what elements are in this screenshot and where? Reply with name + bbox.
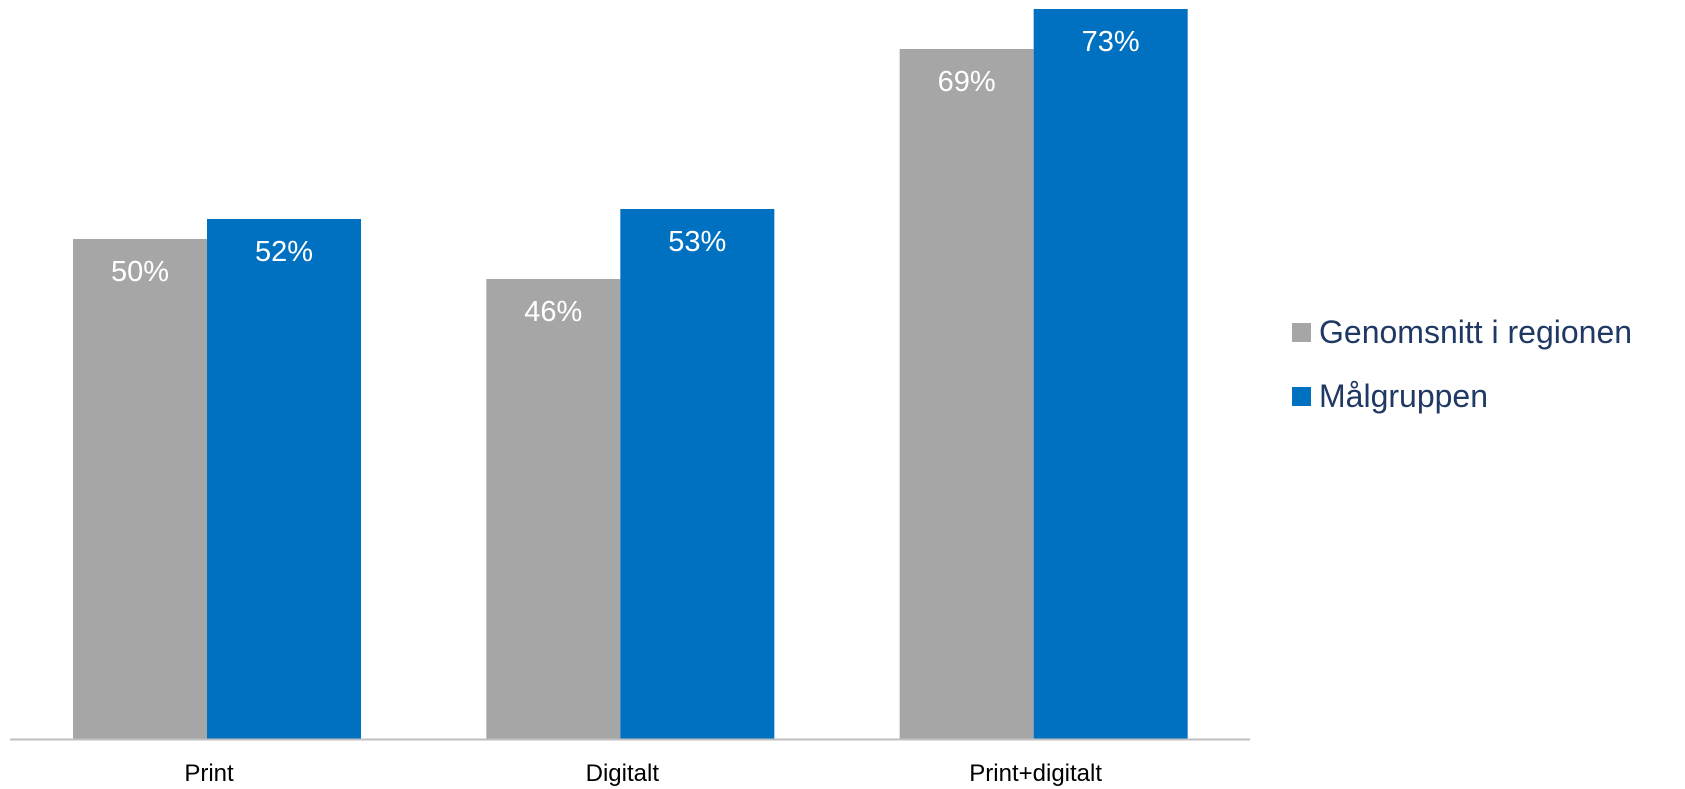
bars-group: [73, 9, 1188, 739]
legend-item-malgruppen: Målgruppen: [1292, 364, 1632, 428]
data-labels-group: 50% 52% 46% 53% 69% 73%: [111, 26, 1140, 328]
legend-swatch-genomsnitt: [1292, 322, 1311, 342]
bar-malgruppen-0: [207, 219, 361, 739]
x-tick-label-1: Digitalt: [586, 760, 660, 787]
bar-malgruppen-1: [620, 209, 775, 739]
data-label-genomsnitt-2: 69%: [938, 66, 996, 98]
bar-genomsnitt-2: [899, 49, 1034, 739]
data-label-genomsnitt-0: 50%: [111, 256, 169, 288]
legend-swatch-malgruppen: [1292, 386, 1311, 406]
legend-item-genomsnitt: Genomsnitt i regionen: [1292, 300, 1632, 364]
legend-label-genomsnitt: Genomsnitt i regionen: [1319, 313, 1633, 350]
bar-malgruppen-2: [1033, 9, 1188, 739]
data-label-malgruppen-0: 52%: [255, 236, 313, 268]
bar-genomsnitt-1: [486, 279, 621, 739]
legend: Genomsnitt i regionen Målgruppen: [1292, 300, 1632, 428]
bar-genomsnitt-0: [73, 239, 207, 739]
x-tick-labels-group: Print Digitalt Print+digitalt: [184, 760, 1102, 787]
legend-label-malgruppen: Målgruppen: [1319, 377, 1488, 414]
data-label-genomsnitt-1: 46%: [524, 296, 582, 328]
x-tick-label-0: Print: [184, 760, 234, 787]
data-label-malgruppen-2: 73%: [1082, 26, 1140, 58]
x-tick-label-2: Print+digitalt: [969, 760, 1102, 787]
data-label-malgruppen-1: 53%: [668, 226, 726, 258]
